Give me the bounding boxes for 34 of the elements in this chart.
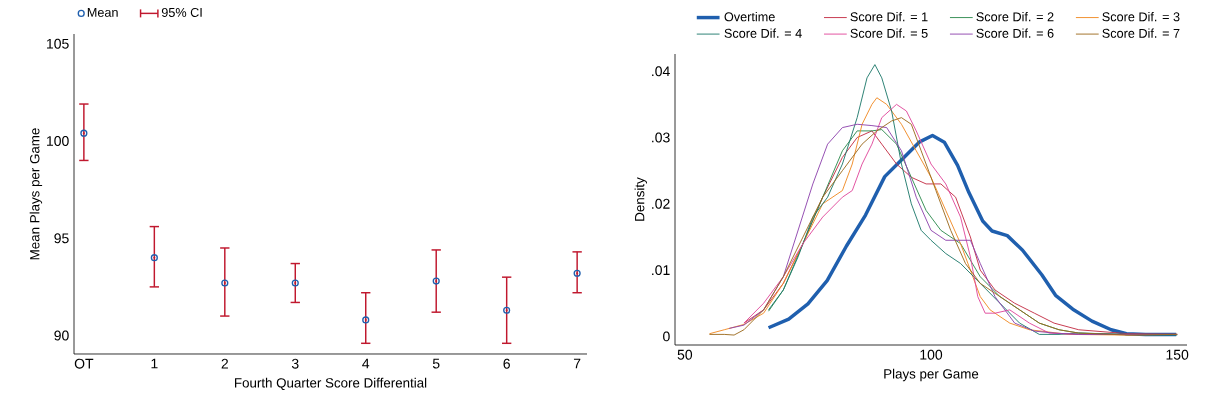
legend-label: Score Dif. = 2 xyxy=(976,11,1054,22)
x-tick-label: 50 xyxy=(677,349,693,360)
x-tick-label: OT xyxy=(74,358,94,369)
x-tick-label: 7 xyxy=(573,358,581,369)
y-tick-label: .03 xyxy=(652,132,670,143)
x-tick-label: 1 xyxy=(151,358,158,369)
y-tick-label: 105 xyxy=(47,38,69,49)
y-tick-label: 0 xyxy=(663,331,670,342)
legend-label: Score Dif. = 6 xyxy=(976,28,1054,38)
x-tick-label: 2 xyxy=(221,358,228,369)
y-tick-label: 95 xyxy=(54,233,69,244)
x-tick-label: 4 xyxy=(362,358,370,369)
legend-label: Score Dif. = 4 xyxy=(724,28,802,38)
y-tick-label: 100 xyxy=(47,136,69,146)
x-tick-label: 150 xyxy=(1166,349,1189,360)
x-tick-label: 100 xyxy=(920,349,943,360)
legend-label: 95% CI xyxy=(161,7,202,17)
y-axis-title: Density xyxy=(634,177,648,221)
x-axis-title: Plays per Game xyxy=(884,368,979,382)
legend-label: Mean xyxy=(87,8,118,17)
legend-label: Score Dif. = 7 xyxy=(1102,28,1180,38)
y-tick-label: .01 xyxy=(652,265,670,276)
x-tick-label: 6 xyxy=(503,358,510,369)
x-tick-label: 5 xyxy=(432,358,440,369)
x-tick-label: 3 xyxy=(291,358,299,369)
y-tick-label: .02 xyxy=(652,198,670,209)
legend-label: Score Dif. = 3 xyxy=(1102,11,1180,22)
y-tick-label: 90 xyxy=(54,330,69,341)
y-tick-label: .04 xyxy=(652,66,670,77)
y-axis-title: Mean Plays per Game xyxy=(29,128,43,260)
x-axis-title: Fourth Quarter Score Differential xyxy=(235,377,427,390)
legend-label: Score Dif. = 1 xyxy=(850,11,928,22)
legend-label: Overtime xyxy=(724,11,775,22)
legend-label: Score Dif. = 5 xyxy=(850,28,928,38)
